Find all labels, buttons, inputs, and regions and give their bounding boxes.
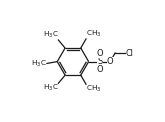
Text: CH$_3$: CH$_3$ [86, 84, 102, 94]
Text: H$_3$C: H$_3$C [43, 83, 58, 93]
Text: S: S [98, 57, 103, 66]
Text: CH$_3$: CH$_3$ [86, 29, 102, 39]
Text: H$_3$C: H$_3$C [31, 58, 47, 69]
Text: Cl: Cl [126, 49, 133, 58]
Text: O: O [97, 66, 104, 74]
Text: O: O [107, 57, 114, 66]
Text: H$_3$C: H$_3$C [43, 30, 58, 40]
Text: O: O [97, 49, 104, 58]
